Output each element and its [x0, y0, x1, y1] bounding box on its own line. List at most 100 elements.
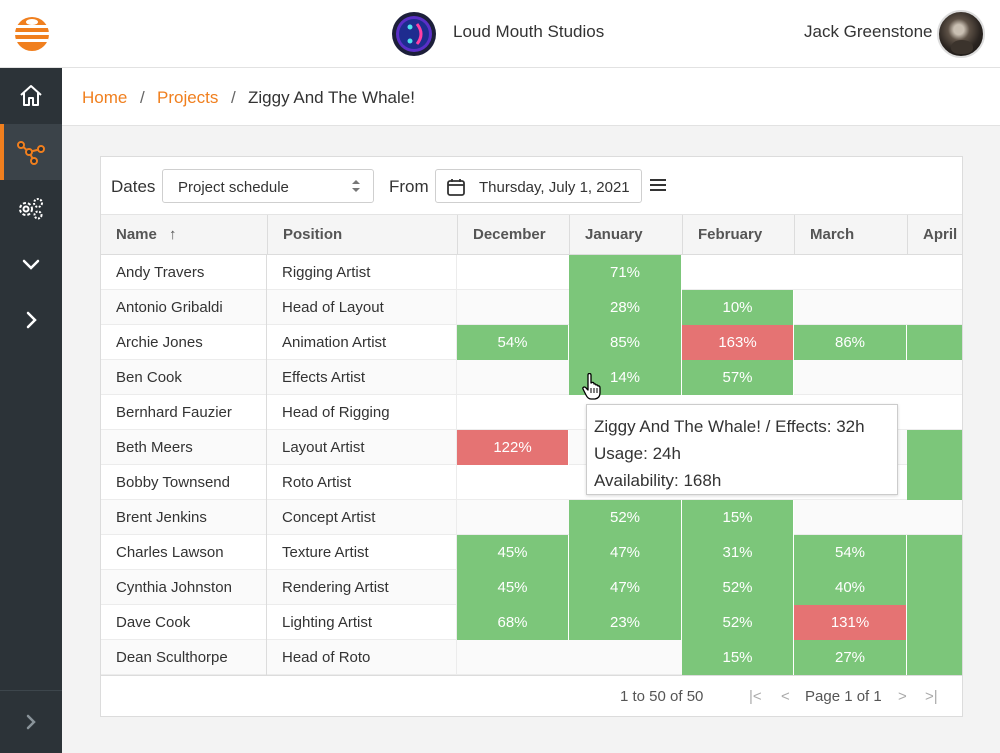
schedule-panel: Dates Project schedule From Thursday, Ju…: [100, 156, 963, 717]
sidebar-item-next[interactable]: [0, 292, 62, 348]
sidebar-item-projects[interactable]: [0, 124, 62, 180]
column-header-name[interactable]: Name ↑: [116, 226, 177, 243]
usage-cell[interactable]: 131%: [794, 605, 907, 640]
dates-label: Dates: [111, 177, 156, 196]
table-row[interactable]: Bernhard Fauzier Head of Rigging: [101, 395, 962, 430]
usage-cell[interactable]: [907, 430, 962, 465]
row-range: 1 to 50 of 50: [620, 688, 704, 705]
cell-name: Ben Cook: [101, 360, 267, 395]
usage-cell[interactable]: 52%: [682, 605, 794, 640]
dates-select-value: Project schedule: [178, 179, 289, 196]
first-page-icon[interactable]: |<: [749, 688, 762, 705]
usage-cell[interactable]: 163%: [682, 325, 794, 360]
select-arrows-icon: [352, 180, 360, 192]
cell-position: Rendering Artist: [267, 570, 457, 605]
usage-cell[interactable]: 27%: [794, 640, 907, 675]
breadcrumb-separator: /: [140, 88, 145, 107]
sidebar-collapse-button[interactable]: [0, 690, 62, 753]
usage-cell[interactable]: 15%: [682, 500, 794, 535]
usage-cell[interactable]: [907, 325, 962, 360]
usage-cell[interactable]: 31%: [682, 535, 794, 570]
usage-cell[interactable]: [907, 570, 962, 605]
cell-position: Head of Rigging: [267, 395, 457, 430]
table-row[interactable]: Cynthia Johnston Rendering Artist 45% 47% 52…: [101, 570, 962, 605]
sidebar-item-expand[interactable]: [0, 236, 62, 292]
usage-cell[interactable]: 71%: [569, 255, 682, 290]
app-logo-icon[interactable]: [14, 16, 50, 52]
usage-cell[interactable]: 85%: [569, 325, 682, 360]
column-header-february[interactable]: February: [682, 215, 794, 254]
cell-position: Animation Artist: [267, 325, 457, 360]
cell-position: Concept Artist: [267, 500, 457, 535]
cell-position: Effects Artist: [267, 360, 457, 395]
usage-tooltip: Ziggy And The Whale! / Effects: 32h Usag…: [586, 404, 898, 495]
usage-cell[interactable]: 45%: [457, 570, 569, 605]
cell-position: Roto Artist: [267, 465, 457, 500]
cell-position: Lighting Artist: [267, 605, 457, 640]
cell-name: Charles Lawson: [101, 535, 267, 570]
table-row[interactable]: Dave Cook Lighting Artist 68% 23% 52% 131%: [101, 605, 962, 640]
tooltip-usage: Usage: 24h: [594, 444, 681, 463]
user-name[interactable]: Jack Greenstone: [804, 22, 933, 41]
usage-cell[interactable]: 57%: [682, 360, 794, 395]
usage-cell[interactable]: 54%: [794, 535, 907, 570]
prev-page-icon[interactable]: <: [781, 688, 790, 705]
dates-select[interactable]: Project schedule: [162, 169, 374, 203]
usage-cell[interactable]: 28%: [569, 290, 682, 325]
sidebar-item-settings[interactable]: [0, 180, 62, 236]
cell-name: Dave Cook: [101, 605, 267, 640]
page-indicator: Page 1 of 1: [805, 688, 882, 705]
breadcrumb: Home / Projects / Ziggy And The Whale!: [62, 68, 1000, 126]
table-row[interactable]: Archie Jones Animation Artist 54% 85% 163% 86…: [101, 325, 962, 360]
usage-cell[interactable]: 52%: [569, 500, 682, 535]
hand-cursor-icon: [582, 373, 601, 400]
usage-cell[interactable]: 52%: [682, 570, 794, 605]
cell-position: Head of Layout: [267, 290, 457, 325]
table-row[interactable]: Andy Travers Rigging Artist 71%: [101, 255, 962, 290]
usage-cell[interactable]: 15%: [682, 640, 794, 675]
grid-body: Andy Travers Rigging Artist 71% Antonio Gri…: [101, 255, 962, 675]
network-icon: [17, 141, 45, 165]
table-row[interactable]: Antonio Gribaldi Head of Layout 28% 10%: [101, 290, 962, 325]
from-date-picker[interactable]: Thursday, July 1, 2021: [435, 169, 642, 203]
usage-cell[interactable]: 54%: [457, 325, 569, 360]
column-header-january[interactable]: January: [569, 215, 682, 254]
column-header-position[interactable]: Position: [267, 215, 457, 254]
usage-cell[interactable]: [907, 640, 962, 675]
table-row[interactable]: Charles Lawson Texture Artist 45% 47% 31% 54%: [101, 535, 962, 570]
usage-cell[interactable]: 122%: [457, 430, 569, 465]
table-row[interactable]: Bobby Townsend Roto Artist: [101, 465, 962, 500]
sidebar-item-home[interactable]: [0, 68, 62, 124]
usage-cell[interactable]: [907, 465, 962, 500]
cell-position: Rigging Artist: [267, 255, 457, 290]
usage-cell[interactable]: [907, 535, 962, 570]
usage-cell[interactable]: 86%: [794, 325, 907, 360]
column-header-december[interactable]: December: [457, 215, 569, 254]
usage-cell[interactable]: 68%: [457, 605, 569, 640]
usage-cell[interactable]: [907, 605, 962, 640]
gears-icon: [19, 198, 43, 220]
last-page-icon[interactable]: >|: [925, 688, 938, 705]
table-row[interactable]: Dean Sculthorpe Head of Roto 15% 27%: [101, 640, 962, 675]
column-header-march[interactable]: March: [794, 215, 907, 254]
table-row[interactable]: Brent Jenkins Concept Artist 52% 15%: [101, 500, 962, 535]
from-label: From: [389, 177, 429, 196]
home-icon: [20, 85, 42, 106]
table-row[interactable]: Beth Meers Layout Artist 122%: [101, 430, 962, 465]
tooltip-title: Ziggy And The Whale! / Effects: 32h: [594, 417, 865, 436]
user-avatar[interactable]: [937, 10, 985, 58]
usage-cell[interactable]: 45%: [457, 535, 569, 570]
usage-cell[interactable]: 47%: [569, 570, 682, 605]
next-page-icon[interactable]: >: [898, 688, 907, 705]
cell-name: Bernhard Fauzier: [101, 395, 267, 430]
cell-name: Cynthia Johnston: [101, 570, 267, 605]
menu-icon[interactable]: [649, 177, 667, 193]
column-header-april[interactable]: April: [907, 215, 962, 254]
usage-cell[interactable]: 10%: [682, 290, 794, 325]
breadcrumb-projects[interactable]: Projects: [157, 88, 219, 107]
usage-cell[interactable]: 40%: [794, 570, 907, 605]
table-row[interactable]: Ben Cook Effects Artist 14% 57%: [101, 360, 962, 395]
usage-cell[interactable]: 47%: [569, 535, 682, 570]
usage-cell[interactable]: 23%: [569, 605, 682, 640]
breadcrumb-home[interactable]: Home: [82, 88, 128, 107]
